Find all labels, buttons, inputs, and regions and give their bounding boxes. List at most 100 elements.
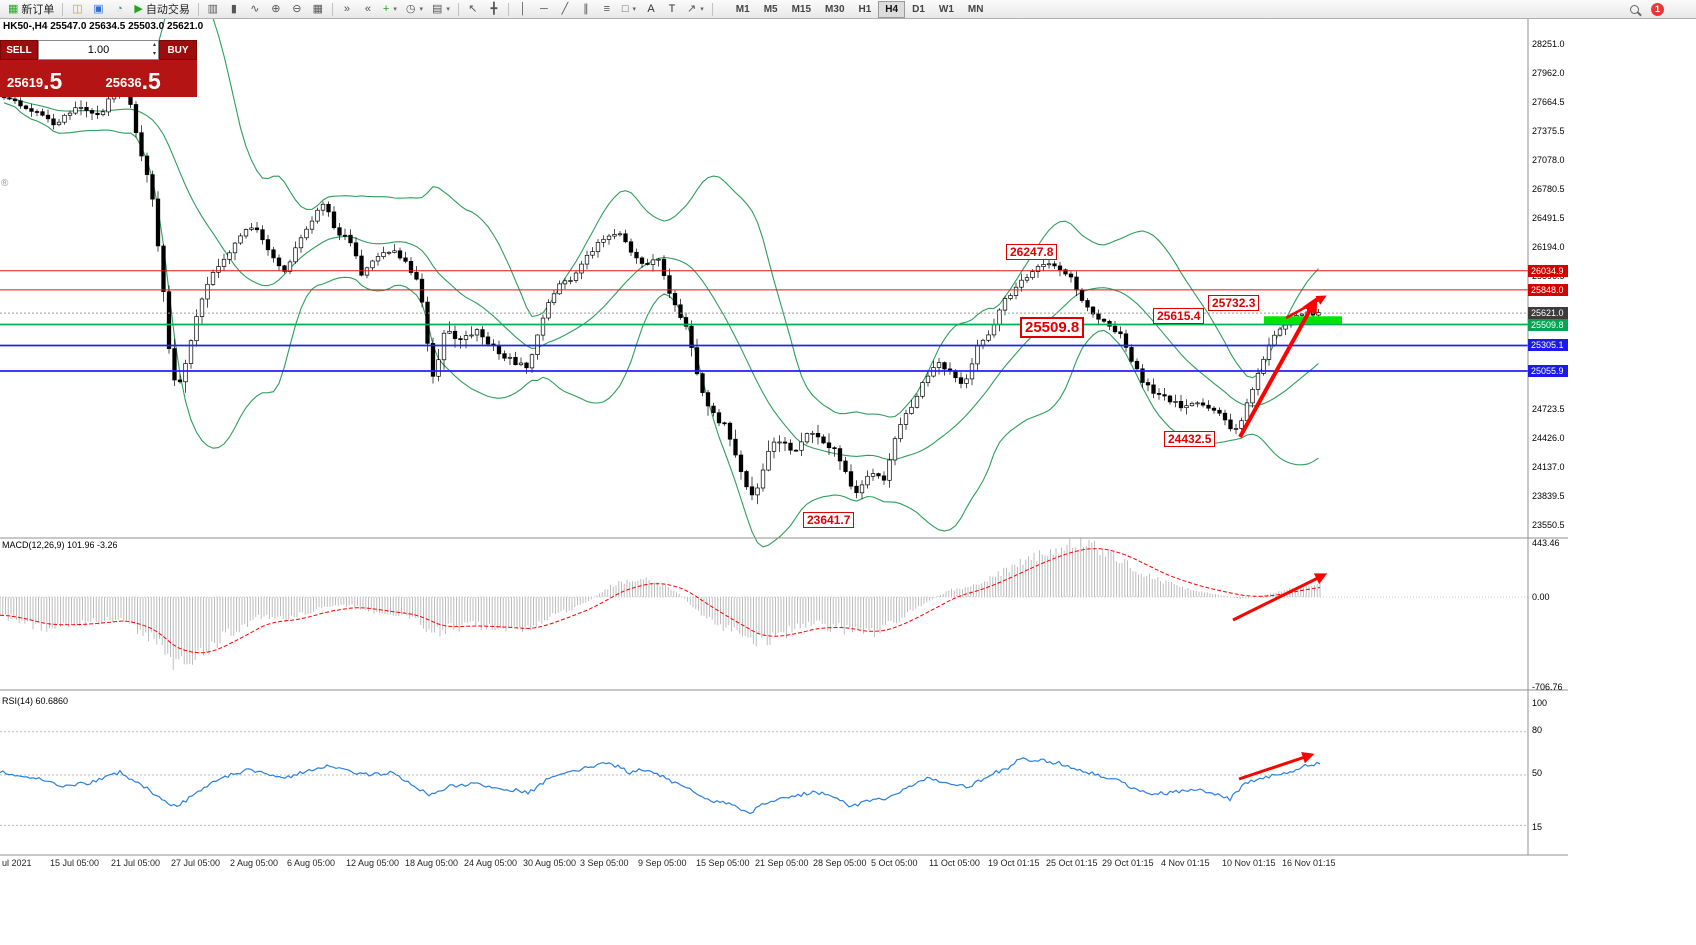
cursor-icon[interactable]: ↖ (463, 1, 483, 18)
buy-price-frac: .5 (141, 68, 161, 94)
time-axis-label: 27 Jul 05:00 (171, 858, 221, 868)
rsi-line (0, 757, 1321, 815)
bar-chart-icon[interactable]: ▥ (203, 1, 223, 18)
time-axis-label: 19 Oct 01:15 (988, 858, 1040, 868)
horizontal-lines-layer[interactable] (0, 270, 1528, 372)
zoom-in-icon[interactable]: ⊕ (266, 1, 286, 18)
price-annotation[interactable]: 26247.8 (1006, 244, 1058, 260)
shapes-icon[interactable]: □ ▾ (618, 1, 640, 18)
toolbar-separator (62, 2, 64, 16)
fibonacci-icon[interactable]: ≡ (597, 1, 617, 18)
dropdown-arrow-icon[interactable]: ▾ (632, 6, 637, 13)
tile-windows-icon[interactable]: ▦ (308, 1, 328, 18)
search-icon[interactable] (1630, 4, 1639, 14)
zoom-in-icon: ⊕ (271, 2, 281, 15)
text-icon[interactable]: A (641, 1, 661, 18)
horizontal-line-icon[interactable]: ─ (534, 1, 554, 18)
channel-icon[interactable]: ∥ (576, 1, 596, 18)
timeframe-h1[interactable]: H1 (858, 3, 872, 15)
price-axis-label: 26780.5 (1532, 184, 1565, 194)
templates-icon: ▤ (431, 2, 443, 15)
toolbar-separator (331, 2, 333, 16)
price-axis-label: 24426.0 (1532, 433, 1565, 443)
price-annotation[interactable]: 23641.7 (803, 512, 855, 528)
bb-middle-band (3, 97, 1319, 461)
timeframe-mn[interactable]: MN (967, 3, 984, 15)
new-order-button-label: 新订单 (21, 4, 55, 16)
chart-shift-icon[interactable]: « (358, 1, 378, 18)
macd-axis-label: 0.00 (1532, 592, 1550, 602)
crosshair-icon[interactable]: ╋ (484, 1, 504, 18)
cursor-icon: ↖ (468, 2, 478, 15)
tile-windows-icon: ▦ (312, 2, 324, 15)
vertical-line-icon[interactable]: │ (513, 1, 533, 18)
volume-value[interactable]: 1.00 (87, 44, 110, 56)
dropdown-arrow-icon[interactable]: ▾ (393, 6, 397, 13)
zoom-out-icon[interactable]: ⊖ (287, 1, 307, 18)
bb-lower-band (3, 102, 1319, 548)
trendline-icon[interactable]: ╱ (555, 1, 575, 18)
price-tag: 25055.9 (1528, 364, 1568, 377)
timeframe-m1[interactable]: M1 (735, 3, 750, 15)
price-annotation[interactable]: 25509.8 (1020, 317, 1085, 338)
timeframe-m15[interactable]: M15 (791, 3, 812, 15)
macd-histogram-layer (0, 537, 1321, 670)
channel-icon: ∥ (583, 2, 589, 15)
charts-icon[interactable]: ◫ (67, 1, 87, 18)
timeframe-m30[interactable]: M30 (825, 3, 845, 15)
templates-icon[interactable]: ▤ ▾ (428, 1, 454, 18)
dropdown-arrow-icon[interactable]: ▾ (700, 6, 704, 13)
candlesticks-layer[interactable] (1, 81, 1321, 505)
arrows-icon[interactable]: ↗ ▾ (683, 1, 708, 18)
time-axis-label: 29 Oct 01:15 (1102, 858, 1154, 868)
auto-scroll-icon: » (343, 2, 350, 15)
price-axis-label: 26491.5 (1532, 213, 1565, 223)
notification-badge[interactable]: 1 (1651, 2, 1664, 16)
price-annotation[interactable]: 24432.5 (1164, 431, 1216, 447)
price-tag: 25509.8 (1528, 318, 1568, 331)
sell-button[interactable]: SELL (0, 40, 38, 60)
price-annotation[interactable]: 25732.3 (1208, 295, 1260, 311)
toolbar-separator (711, 2, 713, 16)
volume-down-icon[interactable]: ▾ (152, 51, 156, 57)
candlestick-chart-icon: ▮ (230, 2, 237, 15)
sell-price[interactable]: 25619 .5 (0, 60, 99, 97)
buy-price[interactable]: 25636 .5 (99, 60, 198, 97)
crosshair-icon: ╋ (490, 2, 498, 15)
volume-up-icon[interactable]: ▴ (152, 42, 156, 48)
shapes-icon: □ (621, 2, 629, 15)
indicators-icon: + (382, 2, 390, 15)
text-label-icon[interactable]: T (662, 1, 682, 18)
trend-arrows-layer[interactable] (1232, 295, 1328, 781)
broker-watermark: ® (1, 178, 9, 189)
fibonacci-icon: ≡ (603, 2, 611, 15)
time-axis-label: 21 Jul 05:00 (111, 858, 161, 868)
price-axis-label: 27078.0 (1532, 155, 1565, 165)
line-chart-icon[interactable]: ∿ (245, 1, 265, 18)
price-axis-label: 24723.5 (1532, 404, 1565, 414)
time-axis-label: 15 Jul 05:00 (50, 858, 100, 868)
time-axis-label: 30 Aug 05:00 (523, 858, 577, 868)
dropdown-arrow-icon[interactable]: ▾ (446, 6, 450, 13)
toolbar-right-group: 1 (1630, 2, 1664, 16)
candlestick-chart-icon[interactable]: ▮ (224, 1, 244, 18)
buy-button[interactable]: BUY (159, 40, 197, 60)
periods-icon[interactable]: ◷ ▾ (402, 1, 427, 18)
bollinger-bands-layer (3, 0, 1319, 548)
auto-trading-button[interactable]: ▶ 自动交易 (130, 1, 193, 18)
price-annotation[interactable]: 25615.4 (1153, 308, 1205, 324)
volume-field[interactable]: 1.00 ▴ ▾ (38, 40, 159, 60)
history-icon[interactable]: ◔ (109, 1, 129, 18)
timeframe-m5[interactable]: M5 (763, 3, 778, 15)
timeframe-d1[interactable]: D1 (912, 3, 925, 15)
indicators-icon[interactable]: + ▾ (379, 1, 401, 18)
auto-scroll-icon[interactable]: » (337, 1, 357, 18)
time-axis-label: 5 Oct 05:00 (871, 858, 918, 868)
timeframe-h4[interactable]: H4 (878, 0, 906, 18)
timeframe-w1[interactable]: W1 (938, 3, 954, 15)
new-order-button[interactable]: ▦ 新订单 (4, 1, 58, 18)
dropdown-arrow-icon[interactable]: ▾ (419, 6, 423, 13)
experts-icon[interactable]: ▣ (88, 1, 108, 18)
